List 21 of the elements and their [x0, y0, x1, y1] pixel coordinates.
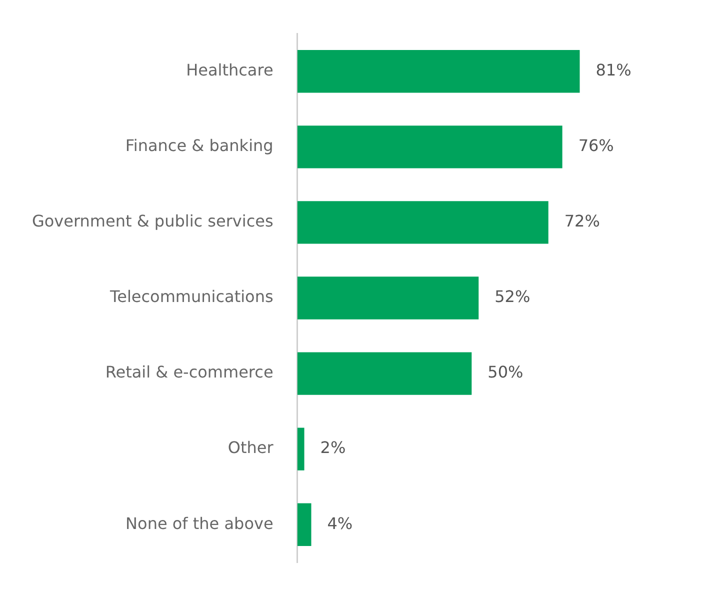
- bar: [297, 201, 548, 244]
- y-tick-label: Other: [228, 438, 274, 458]
- data-label: 81%: [596, 60, 632, 80]
- bar: [297, 428, 304, 470]
- bar: [297, 352, 472, 395]
- data-label: 4%: [327, 514, 353, 533]
- data-label: 2%: [320, 438, 346, 458]
- bar: [297, 50, 580, 93]
- y-tick-label: Retail & e-commerce: [105, 362, 274, 382]
- bar: [297, 126, 562, 168]
- y-tick-label: Healthcare: [186, 60, 274, 80]
- data-label: 50%: [488, 362, 524, 382]
- bar: [297, 503, 312, 546]
- bar: [297, 276, 479, 320]
- y-tick-label: None of the above: [126, 514, 274, 533]
- data-label: 72%: [564, 212, 600, 231]
- data-label: 52%: [494, 287, 530, 306]
- y-tick-label: Finance & banking: [125, 136, 274, 156]
- y-tick-label: Telecommunications: [109, 287, 274, 306]
- data-label: 76%: [578, 136, 614, 156]
- y-tick-label: Government & public services: [32, 212, 274, 231]
